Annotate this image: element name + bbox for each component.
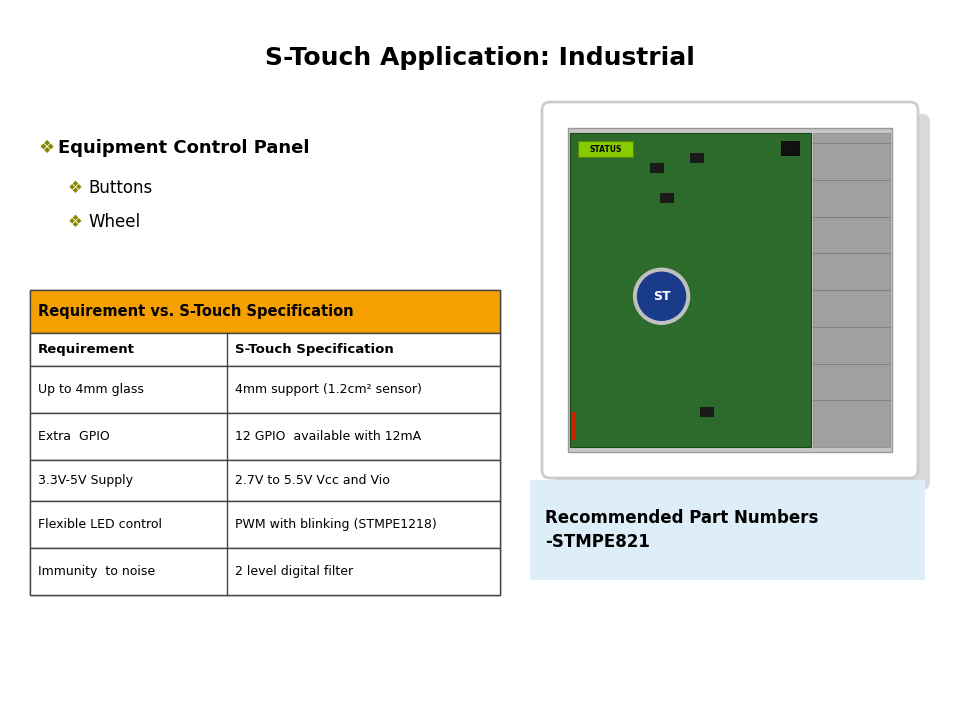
Text: Extra  GPIO: Extra GPIO: [38, 431, 109, 444]
Text: 3.3V-5V Supply: 3.3V-5V Supply: [38, 474, 133, 487]
Bar: [660, 193, 674, 203]
Text: Recommended Part Numbers: Recommended Part Numbers: [545, 509, 818, 527]
Bar: [781, 141, 799, 155]
Bar: [690, 153, 704, 163]
Text: Requirement: Requirement: [38, 343, 134, 356]
Bar: [30, 366, 500, 413]
Bar: [30, 290, 500, 333]
Bar: [650, 163, 664, 173]
Text: ❖: ❖: [68, 213, 83, 231]
Text: 2 level digital filter: 2 level digital filter: [235, 565, 353, 578]
Bar: [30, 461, 500, 501]
Circle shape: [634, 269, 689, 324]
Bar: [813, 133, 890, 447]
Bar: [572, 412, 576, 440]
Text: 2.7V to 5.5V Vcc and Vio: 2.7V to 5.5V Vcc and Vio: [235, 474, 391, 487]
Bar: [530, 480, 925, 580]
Bar: [700, 407, 714, 417]
Text: 12 GPIO  available with 12mA: 12 GPIO available with 12mA: [235, 431, 421, 444]
Text: Buttons: Buttons: [88, 179, 153, 197]
Bar: [570, 133, 811, 447]
Text: ❖: ❖: [38, 139, 54, 157]
FancyBboxPatch shape: [557, 469, 913, 500]
Text: S-Touch Specification: S-Touch Specification: [235, 343, 395, 356]
Bar: [30, 333, 500, 366]
Text: Equipment Control Panel: Equipment Control Panel: [58, 139, 309, 157]
Bar: [30, 548, 500, 595]
Text: STATUS: STATUS: [589, 145, 622, 153]
Text: -STMPE821: -STMPE821: [545, 533, 650, 551]
Text: PWM with blinking (STMPE1218): PWM with blinking (STMPE1218): [235, 518, 437, 531]
Text: Wheel: Wheel: [88, 213, 140, 231]
Circle shape: [637, 272, 685, 320]
Bar: [568, 128, 892, 452]
FancyBboxPatch shape: [554, 114, 930, 490]
Bar: [30, 290, 500, 595]
Bar: [30, 501, 500, 548]
Text: ❖: ❖: [68, 179, 83, 197]
Text: 4mm support (1.2cm² sensor): 4mm support (1.2cm² sensor): [235, 383, 422, 396]
Bar: [578, 141, 633, 157]
Text: S-Touch Application: Industrial: S-Touch Application: Industrial: [265, 46, 695, 70]
Text: Immunity  to noise: Immunity to noise: [38, 565, 156, 578]
Text: Up to 4mm glass: Up to 4mm glass: [38, 383, 144, 396]
Text: ST: ST: [653, 289, 670, 303]
Text: Flexible LED control: Flexible LED control: [38, 518, 162, 531]
FancyBboxPatch shape: [542, 102, 918, 478]
Bar: [30, 413, 500, 461]
Text: Requirement vs. S-Touch Specification: Requirement vs. S-Touch Specification: [38, 304, 353, 319]
